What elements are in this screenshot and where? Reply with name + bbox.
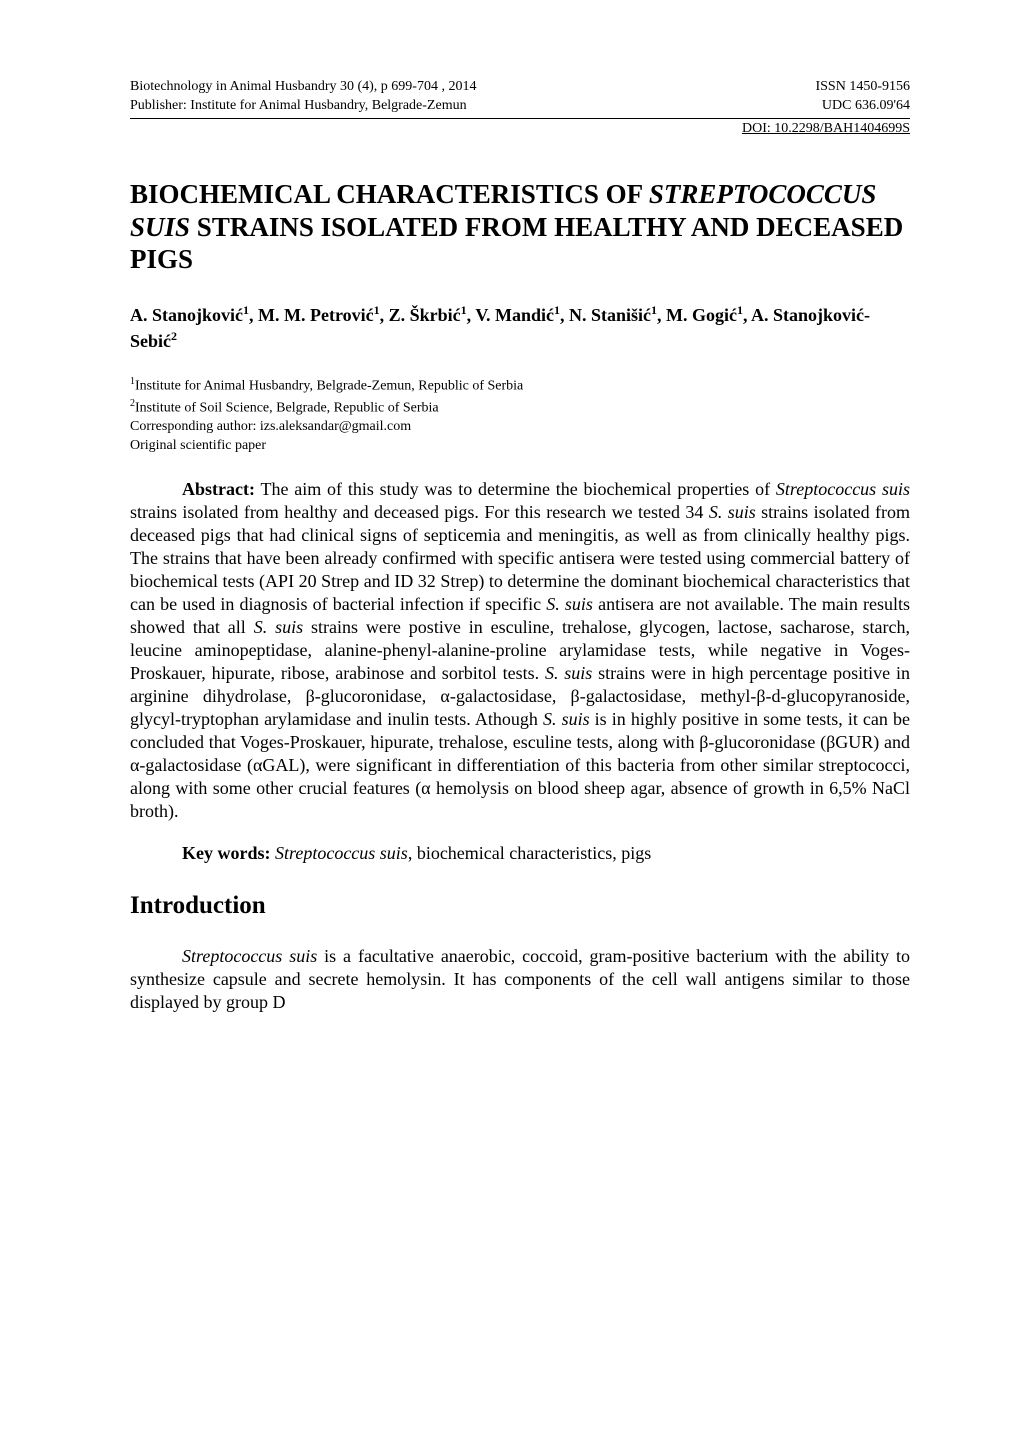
paper-type: Original scientific paper bbox=[130, 437, 910, 456]
abstract-text: The aim of this study was to determine t… bbox=[130, 479, 910, 821]
header-right: ISSN 1450-9156 UDC 636.09'64 bbox=[815, 78, 910, 116]
header-left: Biotechnology in Animal Husbandry 30 (4)… bbox=[130, 78, 476, 116]
keywords-label: Key words: bbox=[182, 843, 271, 863]
abstract-label: Abstract: bbox=[182, 479, 255, 499]
authors: A. Stanojković1, M. M. Petrović1, Z. Škr… bbox=[130, 302, 910, 353]
keywords: Key words: Streptococcus suis, biochemic… bbox=[130, 843, 910, 865]
affiliations: 1Institute for Animal Husbandry, Belgrad… bbox=[130, 375, 910, 456]
running-header: Biotechnology in Animal Husbandry 30 (4)… bbox=[130, 78, 910, 119]
keywords-text: Streptococcus suis, biochemical characte… bbox=[271, 843, 652, 863]
affiliation-1: 1Institute for Animal Husbandry, Belgrad… bbox=[130, 375, 910, 397]
article-title: BIOCHEMICAL CHARACTERISTICS OF STREPTOCO… bbox=[130, 178, 910, 277]
affiliation-2: 2Institute of Soil Science, Belgrade, Re… bbox=[130, 397, 910, 419]
udc: UDC 636.09'64 bbox=[815, 97, 910, 116]
section-heading-introduction: Introduction bbox=[130, 891, 910, 921]
introduction-paragraph: Streptococcus suis is a facultative anae… bbox=[130, 945, 910, 1014]
publisher: Publisher: Institute for Animal Husbandr… bbox=[130, 97, 476, 116]
doi: DOI: 10.2298/BAH1404699S bbox=[130, 121, 910, 138]
issn: ISSN 1450-9156 bbox=[815, 78, 910, 97]
journal-issue: Biotechnology in Animal Husbandry 30 (4)… bbox=[130, 78, 476, 97]
abstract: Abstract: The aim of this study was to d… bbox=[130, 478, 910, 823]
corresponding-author: Corresponding author: izs.aleksandar@gma… bbox=[130, 418, 910, 437]
